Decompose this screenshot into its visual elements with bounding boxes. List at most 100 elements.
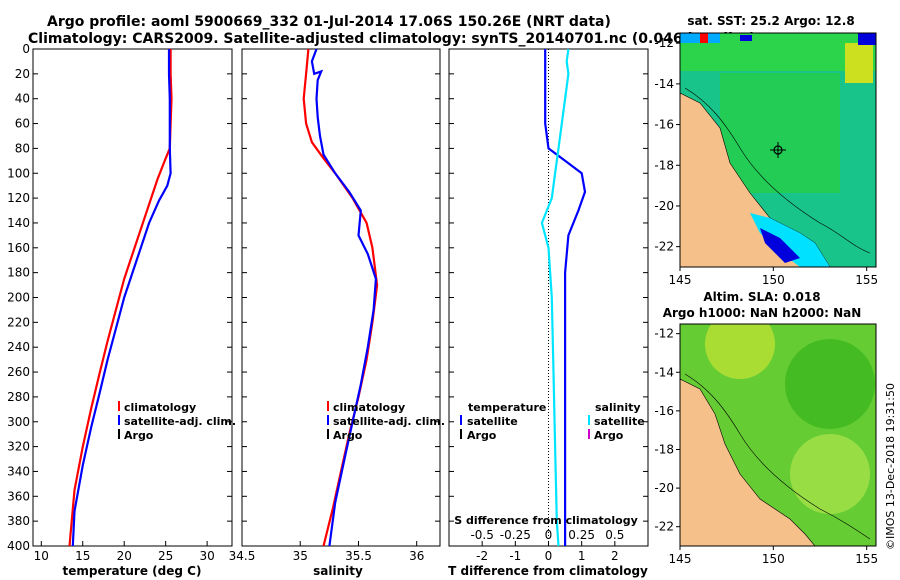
- salinity-axes: [241, 48, 441, 547]
- sst-yellow-patch: [845, 43, 873, 83]
- temperature-ytick-label: 260: [7, 365, 30, 379]
- temperature-ytick-label: 160: [7, 241, 30, 255]
- sla-map-ytick-label: -18: [654, 442, 674, 456]
- sst-map-ytick-label: -20: [654, 199, 674, 213]
- difference-yticks: [449, 48, 648, 547]
- difference-s-xticks: -0.5 -0.25 0 0.25 0.5: [470, 528, 624, 542]
- temperature-ytick-label: 280: [7, 390, 30, 404]
- legend-t-satellite: satellite: [467, 415, 518, 428]
- salinity-xtick-label: 34.5: [229, 549, 256, 563]
- difference-s-xlabel: S difference from climatology: [454, 514, 638, 527]
- legend-climatology: climatology: [124, 401, 196, 414]
- sst-cloud-n: [740, 35, 752, 41]
- temperature-ytick-label: 320: [7, 440, 30, 454]
- sst-red-pixel: [700, 33, 708, 43]
- sst-map-ytick-label: -18: [654, 158, 674, 172]
- difference-axes: [448, 48, 649, 547]
- sla-shelf-contour: [684, 373, 871, 540]
- salinity-xticks: 34.5 35 35.5 36: [229, 541, 424, 563]
- sst-xticks: 145 150 155: [669, 267, 878, 287]
- sst-map-ytick-label: -12: [654, 36, 674, 50]
- temperature-axes: [32, 48, 233, 547]
- difference-s-xtick-label: 0.25: [568, 528, 595, 542]
- difference-legend-temperature: temperature satellite Argo: [460, 401, 546, 442]
- temperature-xticks: 10 15 20 25 30: [34, 541, 215, 563]
- difference-xlabel: T difference from climatology: [448, 564, 648, 578]
- sla-map-xtick-label: 155: [855, 552, 878, 566]
- legend-satellite: satellite-adj. clim.: [333, 415, 445, 428]
- sla-map-ytick-label: -20: [654, 481, 674, 495]
- sla-land: [680, 378, 816, 546]
- salinity-xtick-label: 36: [409, 549, 424, 563]
- sst-map-xtick-label: 155: [855, 273, 878, 287]
- sla-map-panel: Altim. SLA: 0.018 Argo h1000: NaN h2000:…: [654, 290, 878, 566]
- difference-xtick-label: 1: [578, 549, 586, 563]
- temperature-yticks: 0 20 40 60 80 100 120 140 160 180 200 220 240 260 280 3…: [7, 42, 232, 553]
- legend-s-title: salinity: [595, 401, 641, 414]
- difference-xticks: -2 -1 0 1 2: [476, 541, 619, 563]
- sst-map-frame: [680, 33, 876, 267]
- temperature-xtick-label: 25: [158, 549, 173, 563]
- temperature-ytick-label: 360: [7, 489, 30, 503]
- temperature-ytick-label: 200: [7, 291, 30, 305]
- difference-line-1: [540, 48, 570, 547]
- legend-t-argo: Argo: [467, 429, 497, 442]
- sst-map-border: [679, 32, 877, 268]
- temperature-xlabel: temperature (deg C): [63, 564, 202, 578]
- sla-map-ytick-label: -14: [654, 365, 674, 379]
- temperature-ytick-label: 100: [7, 166, 30, 180]
- temperature-panel: 10 15 20 25 30 0 20 40 60 80 100 120 140 160 180 200 22…: [7, 42, 236, 578]
- sla-low-a: [785, 339, 875, 429]
- temperature-ytick-label: 300: [7, 415, 30, 429]
- sla-map-frame: [680, 324, 876, 546]
- legend-s-satellite: satellite: [594, 415, 645, 428]
- salinity-xtick-label: 35.5: [345, 549, 372, 563]
- sst-map-panel: sat. SST: 25.2 Argo: 12.8 145 150 155 -12-…: [654, 14, 878, 287]
- sla-yticks: -12 -14 -16 -18 -20 -22: [654, 327, 680, 534]
- difference-xtick-label: 2: [611, 549, 619, 563]
- difference-line-0: [544, 49, 587, 546]
- temperature-legend: climatology satellite-adj. clim. Argo: [118, 401, 236, 442]
- temperature-ytick-label: 0: [22, 42, 30, 56]
- sst-cold-core: [760, 228, 800, 263]
- temperature-xtick-label: 10: [34, 549, 49, 563]
- difference-s-xtick-label: 0: [545, 528, 553, 542]
- temperature-ytick-label: 60: [15, 117, 30, 131]
- sla-map-subtitle: Argo h1000: NaN h2000: NaN: [663, 306, 862, 320]
- sst-cloud-ne: [858, 33, 876, 45]
- temperature-ytick-label: 340: [7, 464, 30, 478]
- temperature-lines: [68, 49, 173, 547]
- sla-map-xtick-label: 145: [669, 552, 692, 566]
- temperature-ytick-label: 240: [7, 340, 30, 354]
- temperature-ytick-label: 380: [7, 514, 30, 528]
- temperature-ytick-label: 220: [7, 315, 30, 329]
- difference-legend-salinity: salinity satellite Argo: [588, 401, 645, 442]
- sla-map-xtick-label: 150: [762, 552, 785, 566]
- sst-map-ytick-label: -22: [654, 240, 674, 254]
- difference-s-xtick-label: -0.5: [470, 528, 493, 542]
- difference-xtick-label: -1: [509, 549, 521, 563]
- temperature-xtick-label: 20: [117, 549, 132, 563]
- sla-high-a: [705, 324, 775, 379]
- difference-s-xtick-label: 0.5: [605, 528, 624, 542]
- difference-panel: -2 -1 0 1 2 -0.5 -0.25 0 0.25 0.5 T difference f…: [448, 48, 649, 578]
- temperature-ytick-label: 180: [7, 266, 30, 280]
- temperature-ytick-label: 400: [7, 539, 30, 553]
- temperature-line-1: [71, 49, 172, 547]
- legend-satellite: satellite-adj. clim.: [124, 415, 236, 428]
- sst-cold-coast: [750, 213, 830, 267]
- temperature-ytick-label: 80: [15, 141, 30, 155]
- legend-climatology: climatology: [333, 401, 405, 414]
- figure-title-line2: Climatology: CARS2009. Satellite-adjuste…: [28, 31, 756, 47]
- temperature-xtick-label: 15: [75, 549, 90, 563]
- salinity-panel: 34.5 35 35.5 36 salinity climatology satell…: [229, 48, 445, 578]
- sst-map-ytick-label: -16: [654, 118, 674, 132]
- salinity-line-1: [310, 48, 378, 547]
- sst-yticks: -12 -14 -16 -18 -20 -22: [654, 36, 680, 254]
- sst-shelf-contour: [684, 87, 871, 254]
- difference-xtick-label: 0: [545, 549, 553, 563]
- legend-argo: Argo: [124, 429, 154, 442]
- sst-map-xtick-label: 145: [669, 273, 692, 287]
- difference-lines: [540, 48, 587, 547]
